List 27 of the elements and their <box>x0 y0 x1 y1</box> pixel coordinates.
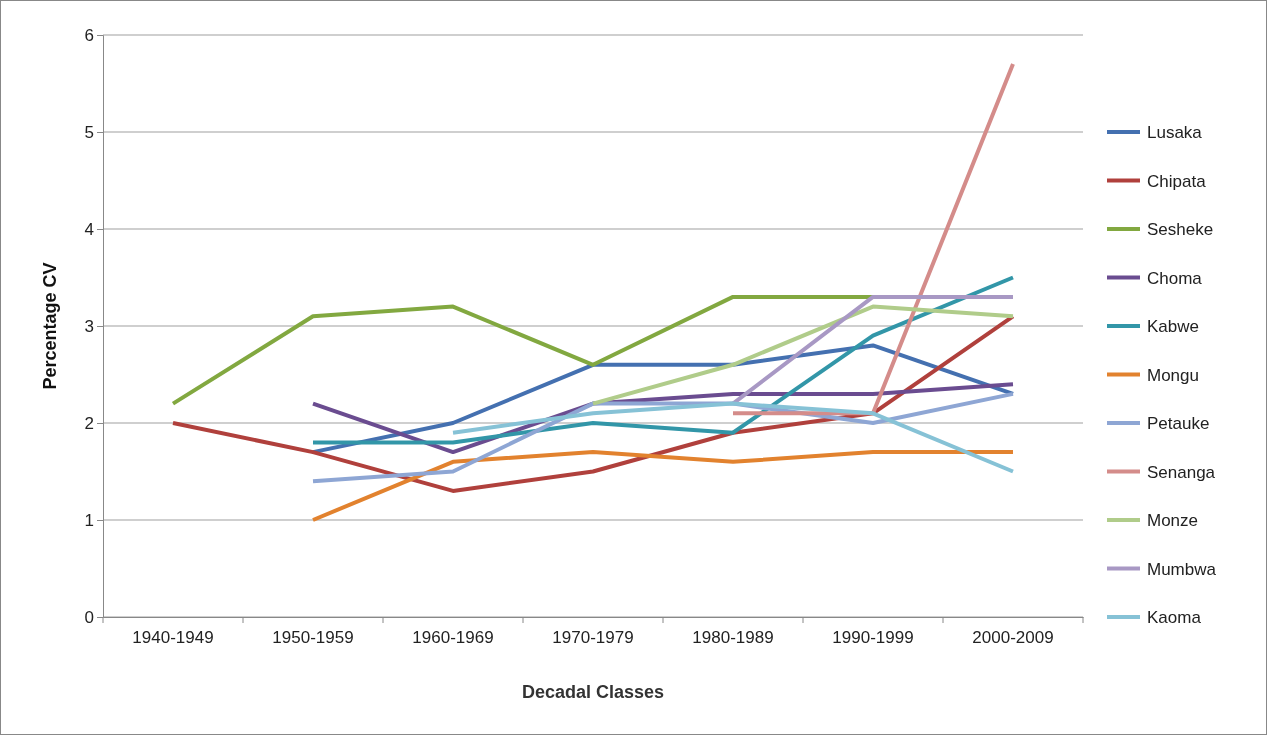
legend-label: Chipata <box>1147 171 1207 191</box>
y-tick-label: 2 <box>84 413 94 433</box>
x-tick-label: 1980-1989 <box>692 628 774 648</box>
legend-label: Sesheke <box>1147 220 1214 239</box>
legend-label: Mongu <box>1147 365 1199 385</box>
y-tick-label: 5 <box>84 122 94 142</box>
x-tick-label: 1960-1969 <box>412 628 494 648</box>
legend-label: Mumbwa <box>1147 559 1217 579</box>
legend-label: Choma <box>1147 268 1203 288</box>
legend-label: Kabwe <box>1147 317 1199 336</box>
x-tick-label: 1940-1949 <box>132 628 214 648</box>
x-tick-label: 1970-1979 <box>552 628 634 648</box>
y-axis-title: Percentage CV <box>40 262 60 390</box>
legend-label: Monze <box>1147 511 1199 530</box>
legend-label: Petauke <box>1147 414 1210 433</box>
y-tick-label: 6 <box>84 25 94 45</box>
x-axis-title: Decadal Classes <box>521 682 665 702</box>
legend-label: Senanga <box>1147 462 1216 482</box>
x-tick-label: 1990-1999 <box>832 628 914 648</box>
y-tick-label: 0 <box>84 607 94 627</box>
legend-label: Lusaka <box>1147 123 1203 142</box>
y-tick-label: 4 <box>84 219 94 239</box>
y-tick-label: 1 <box>84 510 94 530</box>
x-tick-label: 2000-2009 <box>972 628 1054 648</box>
x-tick-label: 1950-1959 <box>272 628 354 648</box>
legend-label: Kaoma <box>1147 608 1202 627</box>
y-tick-label: 3 <box>84 316 94 336</box>
